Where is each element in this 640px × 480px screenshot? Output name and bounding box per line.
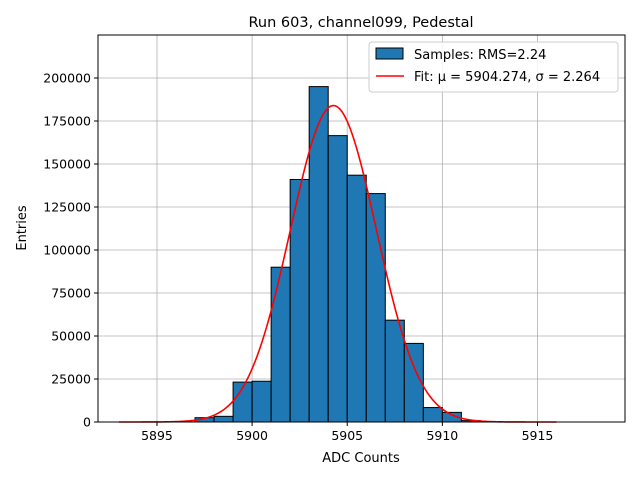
y-axis-label: Entries [15,205,30,251]
y-tick-label: 25000 [51,372,91,387]
x-axis-label: ADC Counts [322,451,400,466]
histogram-bar [251,380,272,423]
histogram-bar [384,319,405,423]
histogram-bar [308,86,329,423]
histogram-bar [327,135,348,423]
plot-frame [97,34,626,423]
histogram-bar [422,407,443,423]
fit-curve [118,104,557,423]
histogram-bar [403,342,424,423]
legend-label-samples: Samples: RMS=2.24 [414,48,546,63]
y-tick-label: 200000 [43,71,91,86]
y-tick-label: 50000 [51,329,91,344]
y-tick-label: 175000 [43,114,91,129]
y-axis-ticks: 0 25000 50000 75000 100000 125000 150000 175000… [43,71,98,430]
histogram-bar [213,415,234,423]
y-tick-label: 0 [83,415,91,430]
x-tick-label: 5910 [426,428,458,443]
y-tick-label: 75000 [51,286,91,301]
x-tick-label: 5915 [522,428,554,443]
x-tick-label: 5905 [331,428,363,443]
x-axis-ticks: 5895 5900 5905 5910 5915 [141,422,553,443]
legend-label-fit: Fit: μ = 5904.274, σ = 2.264 [414,70,600,85]
histogram-bar [270,266,291,423]
histogram-bars [194,86,481,423]
chart-title: Run 603, channel099, Pedestal [248,15,473,31]
histogram-bar [346,174,367,423]
legend-swatch-samples [375,47,404,60]
y-tick-label: 100000 [43,243,91,258]
legend-box [368,41,619,93]
x-tick-label: 5895 [141,428,173,443]
y-tick-label: 125000 [43,200,91,215]
legend: Samples: RMS=2.24 Fit: μ = 5904.274, σ =… [368,41,619,93]
y-tick-label: 150000 [43,157,91,172]
x-tick-label: 5900 [236,428,268,443]
